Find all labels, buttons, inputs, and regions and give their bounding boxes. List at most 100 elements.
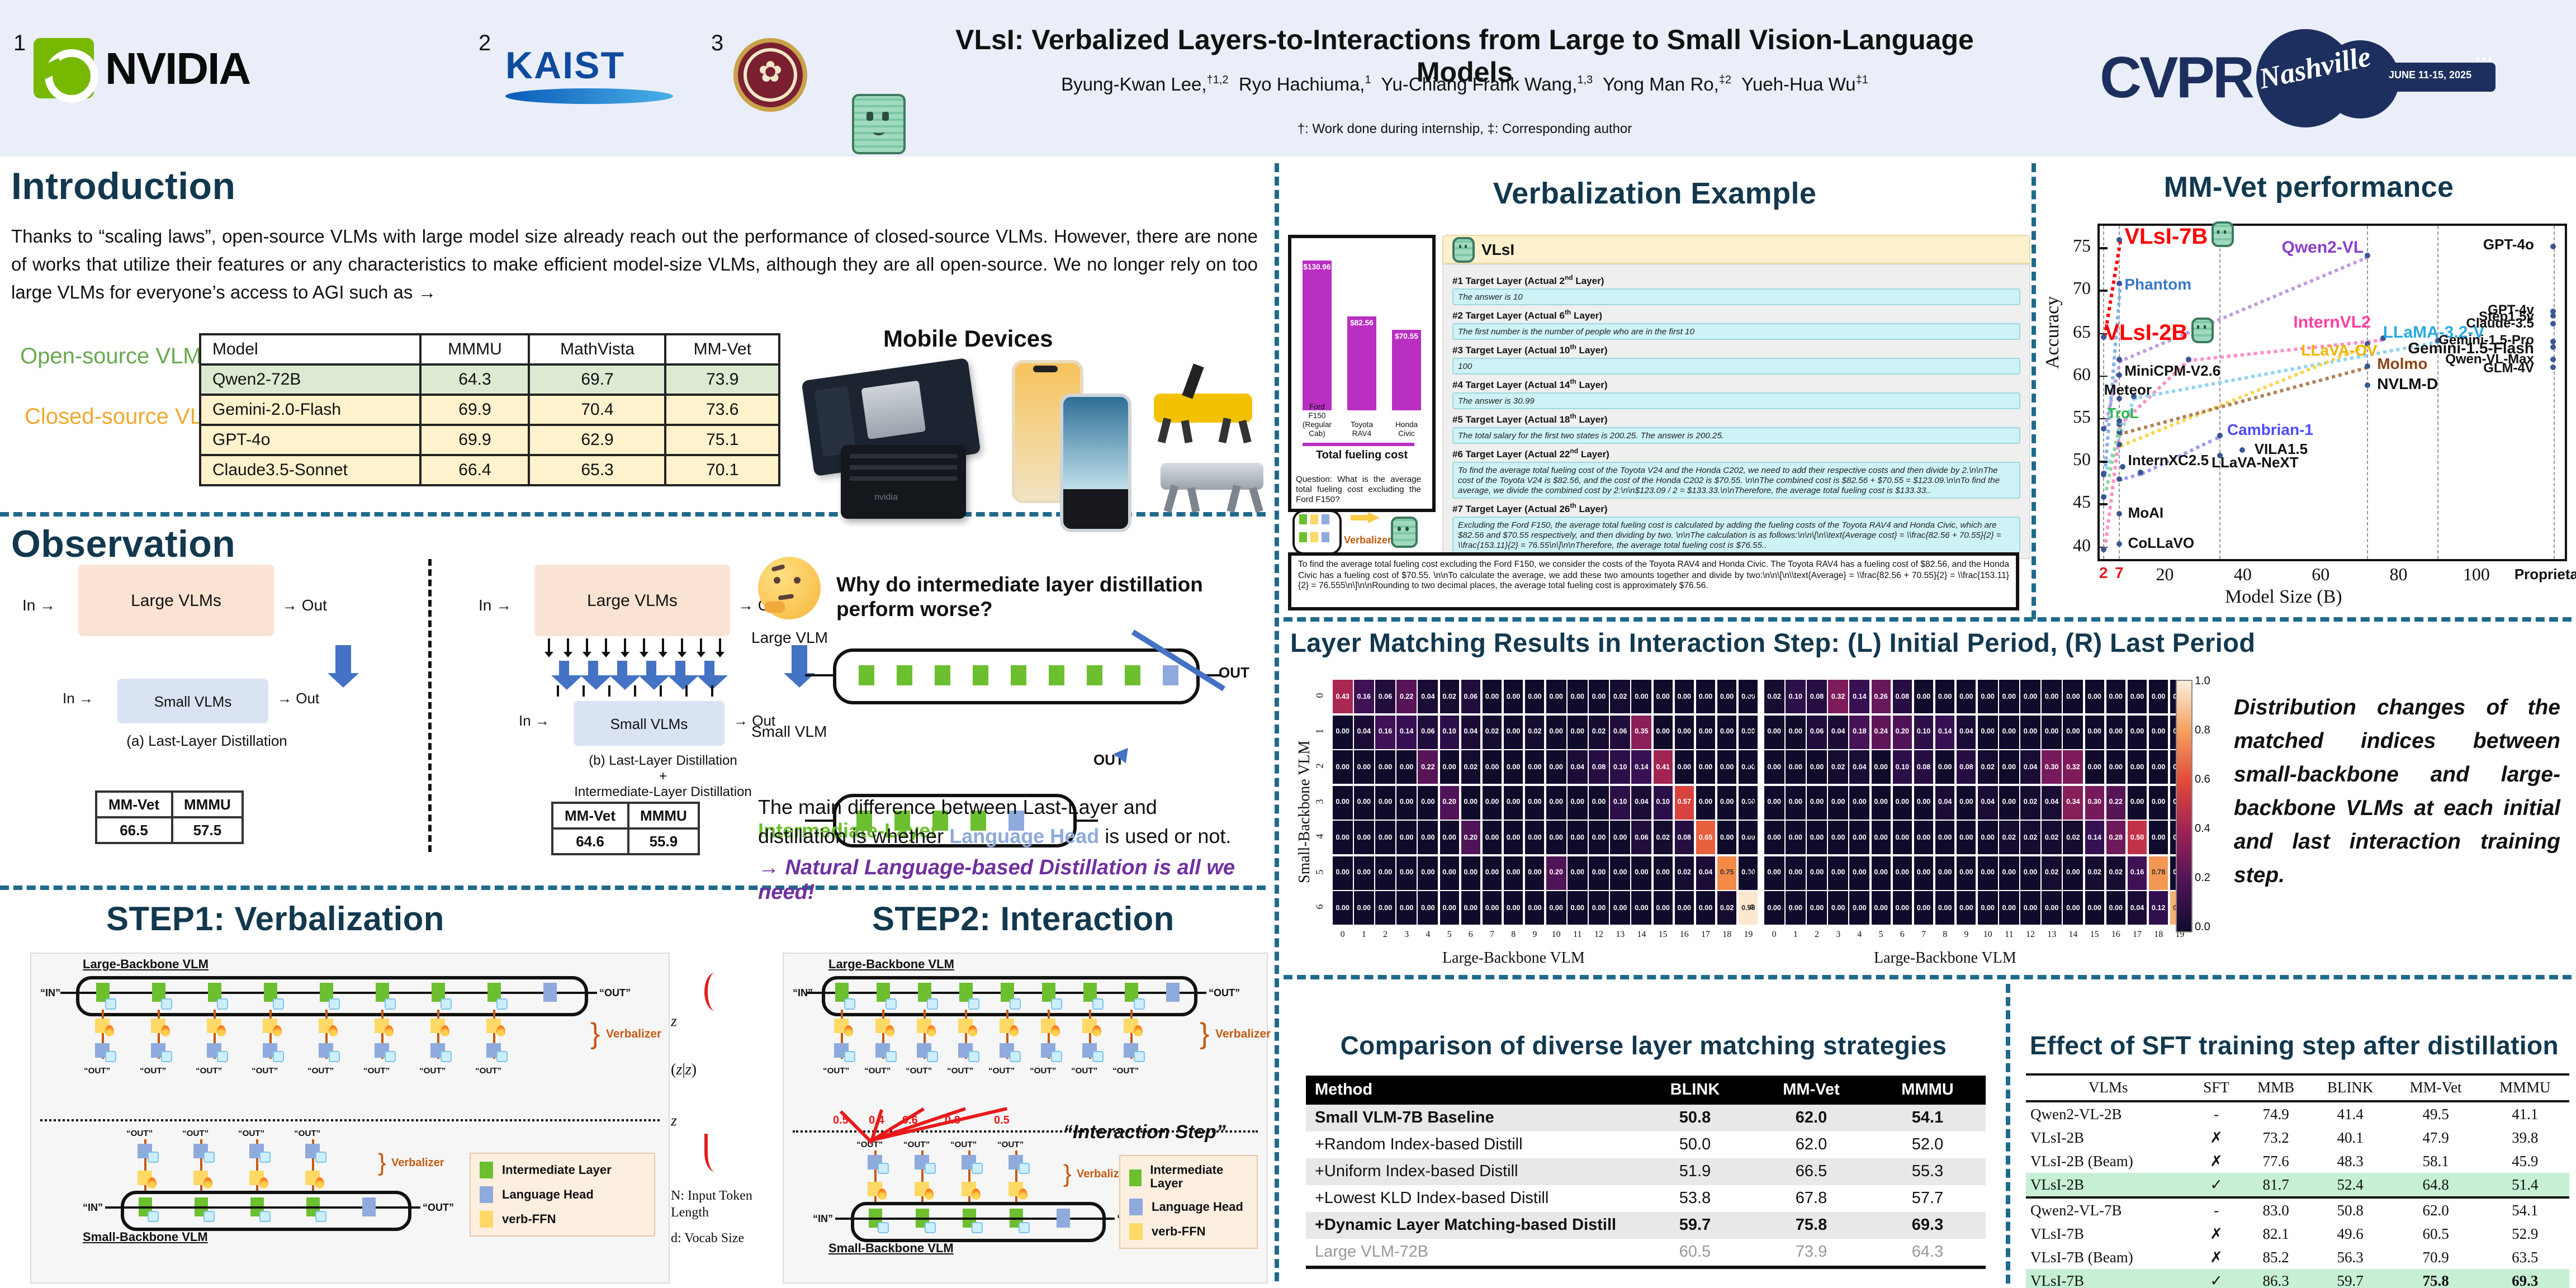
intro-paragraph: Thanks to “scaling laws”, open-source VL… xyxy=(11,227,1258,303)
large-out: OUT xyxy=(1219,664,1249,681)
intro-benchmark-table: Model MMMU MathVista MM-Vet Qwen2-72B 64.3 69.… xyxy=(198,333,780,486)
divider-heatmap-tables xyxy=(1284,975,2572,979)
observation-question: Why do intermediate layer distillation p… xyxy=(836,572,1203,621)
table-row: Gemini-2.0-Flash 69.9 70.4 73.6 xyxy=(198,394,780,426)
intro-title: Introduction xyxy=(11,165,236,208)
data-point-CoLLaVO xyxy=(2116,541,2122,547)
table-row: GPT-4o 69.9 62.9 75.1 xyxy=(198,424,780,456)
mini-chip-icon xyxy=(1391,517,1418,548)
observation-conclusion: → Natural Language-based Distillation is… xyxy=(758,856,1235,905)
table-row: Qwen2-72B 64.3 69.7 73.9 xyxy=(198,363,780,396)
chart-label: GPT-4v xyxy=(2488,301,2534,318)
thinking-emoji-icon xyxy=(758,557,821,619)
data-point-GPT-4o xyxy=(2550,243,2556,249)
table-row: VLsI-7B (Beam) ✗ 85.2 56.3 70.9 63.5 xyxy=(2030,1248,2539,1265)
step2-figure: Large-Backbone VLM “IN” “OUT” “OUT” “OUT” “OU… xyxy=(783,953,1271,1284)
observation-diagram-b: In → Large VLMs → Out Small VLMs In → → Out (b… xyxy=(456,553,870,866)
step1-title: STEP1: Verbalization xyxy=(106,901,444,938)
chart-label: Qwen2-VL xyxy=(2281,238,2364,257)
chart-label: TroL xyxy=(2107,404,2139,422)
affil-2-num: 2 xyxy=(479,31,491,56)
data-point-Claude-3.5 xyxy=(2550,320,2556,326)
chart-label: Cambrian-1 xyxy=(2227,420,2313,439)
z-large-eq: z xyxy=(671,1014,677,1031)
small-out: OUT xyxy=(1093,751,1124,768)
table-row: Small VLM-7B Baseline 50.8 62.0 54.1 xyxy=(1306,1105,1986,1131)
author: Yueh-Hua Wu‡1 xyxy=(1741,74,1868,94)
layer-response: The answer is 30.99 xyxy=(1452,392,2020,409)
table-row: VLsI-7B ✓ 86.3 59.7 75.8 69.3 xyxy=(2026,1269,2569,1288)
step1-figure: Large-Backbone VLM “IN” “OUT” “OUT” “OUT” “OU… xyxy=(30,953,670,1284)
observation-divider xyxy=(428,559,432,852)
layer-matching-title: Layer Matching Results in Interaction St… xyxy=(1290,628,2256,657)
data-point-Qwen-VL-Max xyxy=(2550,356,2556,362)
author: Yong Man Ro,‡2 xyxy=(1602,74,1732,94)
distill-arrowhead xyxy=(1112,746,1128,764)
data-point-Gemini-1.5-Pro xyxy=(2550,338,2556,344)
divider-mid-right-top xyxy=(2032,163,2036,619)
step2-title: STEP2: Interaction xyxy=(872,901,1175,938)
author: Yu-Chiang Frank Wang,1,3 xyxy=(1381,74,1593,94)
target-layer-header: #4 Target Layer (Actual 14th Layer) xyxy=(1452,379,1608,390)
mmvet-chart: 40455055606570752040608010027Proprietary… xyxy=(2073,221,2576,585)
mini-verbalizer-label: Verbalizer xyxy=(1344,534,1392,546)
chart-label: LLaVA-OV xyxy=(2301,341,2378,359)
layer-response: To find the average total fueling cost o… xyxy=(1452,462,2020,499)
chart-label: Phantom xyxy=(2124,274,2192,293)
sft-table: VLMs SFT MMB BLINK MM-Vet MMMU Qwen2-VL-2B -74.… xyxy=(2026,1073,2569,1288)
target-layer-header: #1 Target Layer (Actual 2nd Layer) xyxy=(1452,275,1604,286)
chart-label: LLaMA-3.2-V xyxy=(2383,323,2485,342)
author: Ryo Hachiuma,1 xyxy=(1238,74,1371,94)
intro-col-header: MM-Vet xyxy=(664,333,780,366)
mini-verbalizer-diagram: Verbalizer xyxy=(1292,510,1427,555)
heatmap-xlabel-2: Large-Backbone VLM xyxy=(1874,950,2016,967)
table-row: Qwen2-VL-7B -83.0 50.8 62.0 54.1 xyxy=(2026,1196,2569,1222)
observation-text-2: distillation is whether Language Head is… xyxy=(758,825,1232,847)
nvidia-wordmark: NVIDIA xyxy=(105,45,251,94)
table-row: +Dynamic Layer Matching-based Distill 59.… xyxy=(1306,1212,1986,1239)
table-row: Claude3.5-Sonnet 66.4 65.3 70.1 xyxy=(198,454,780,486)
observation-title: Observation xyxy=(11,523,236,566)
observation-diagram-a: In → Large VLMs → Out Small VLMs In → → Out (a… xyxy=(0,553,414,866)
poster-title: VLsI: Verbalized Layers-to-Interactions … xyxy=(955,25,1974,88)
sft-title: Effect of SFT training step after distil… xyxy=(2029,1031,2559,1060)
chart-label: Claude-3.5 xyxy=(2466,315,2534,331)
chart-label: LLaVA-NeXT xyxy=(2212,453,2299,471)
chart-label: GPT-4o xyxy=(2483,236,2534,253)
data-point-LLaVA-NeXT xyxy=(2217,453,2223,459)
table-row: VLsI-7B ✗ 82.1 49.6 60.5 52.9 xyxy=(2030,1225,2539,1242)
author-footnote: †: Work done during internship, ‡: Corre… xyxy=(1297,121,1632,136)
step-math-column: z (z|z) z N: Input Token Length d: Vocab… xyxy=(671,973,780,1246)
target-layer-header: #2 Target Layer (Actual 6th Layer) xyxy=(1452,310,1603,321)
data-point-Meteor xyxy=(2116,395,2122,401)
fueling-cost-figure: $130.96 Ford F150 (Regular Cab) $82.56 Toyota… xyxy=(1288,235,1436,512)
table-row: +Random Index-based Distill 50.0 62.0 52.0 xyxy=(1315,1136,1944,1154)
divider-intro-observation xyxy=(0,512,1266,517)
chart-label: VILA1.5 xyxy=(2254,440,2308,457)
target-layer-header: #6 Target Layer (Actual 22nd Layer) xyxy=(1452,448,1609,460)
kl-arc-top xyxy=(704,973,726,1011)
target-layer-header: #3 Target Layer (Actual 10th Layer) xyxy=(1452,344,1608,356)
chart-label: CoLLaVO xyxy=(2128,534,2195,551)
layer-response: The answer is 10 xyxy=(1452,288,2020,305)
vlsi-chip-icon xyxy=(852,94,906,154)
mobile-devices-label: Mobile Devices xyxy=(883,326,1053,352)
data-point-InternXC2.5 xyxy=(2120,463,2126,470)
heatmap-xlabel-1: Large-Backbone VLM xyxy=(1442,950,1585,967)
layer-response: Excluding the Ford F150, the average tot… xyxy=(1452,517,2020,553)
chart-label: NVLM-D xyxy=(2377,374,2438,392)
kaist-logo: KAIST xyxy=(505,45,673,104)
target-layer-header: #5 Target Layer (Actual 18th Layer) xyxy=(1452,414,1608,425)
authors-line: Byung-Kwan Lee,†1,2 Ryo Hachiuma,1 Yu-Ch… xyxy=(911,74,2018,96)
closed-source-label: Closed-source VLMs xyxy=(25,405,233,429)
observation-text-1: The main difference between Last-Layer a… xyxy=(758,796,1157,842)
small-vlm-label: Small VLM xyxy=(751,722,827,740)
intro-col-header: MathVista xyxy=(528,333,667,366)
heatmap-colorbar xyxy=(2176,680,2193,932)
intro-col-header: MMMU xyxy=(419,333,531,366)
data-point-MoAI xyxy=(2116,511,2122,517)
layer-response: 100 xyxy=(1452,358,2020,375)
d-note: d: Vocab Size xyxy=(671,1229,745,1246)
heatmap-ylabel: Small-Backbone VLM xyxy=(1297,740,1314,883)
cvpr-guitar-icon: Nashville JUNE 11-15, 2025 ••• xyxy=(2257,25,2503,132)
